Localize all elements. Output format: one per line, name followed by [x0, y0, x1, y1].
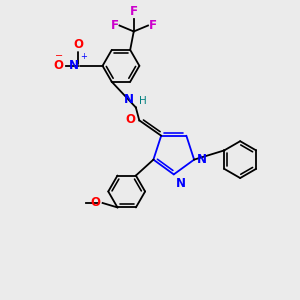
- Text: F: F: [111, 19, 119, 32]
- Text: O: O: [126, 113, 136, 126]
- Text: N: N: [196, 152, 206, 166]
- Text: O: O: [73, 38, 83, 51]
- Text: F: F: [130, 5, 138, 18]
- Text: O: O: [53, 59, 63, 72]
- Text: +: +: [80, 52, 87, 62]
- Text: H: H: [140, 96, 147, 106]
- Text: N: N: [124, 93, 134, 106]
- Text: O: O: [91, 196, 100, 209]
- Text: −: −: [55, 51, 63, 62]
- Text: F: F: [149, 19, 157, 32]
- Text: N: N: [69, 59, 80, 72]
- Text: N: N: [176, 177, 186, 190]
